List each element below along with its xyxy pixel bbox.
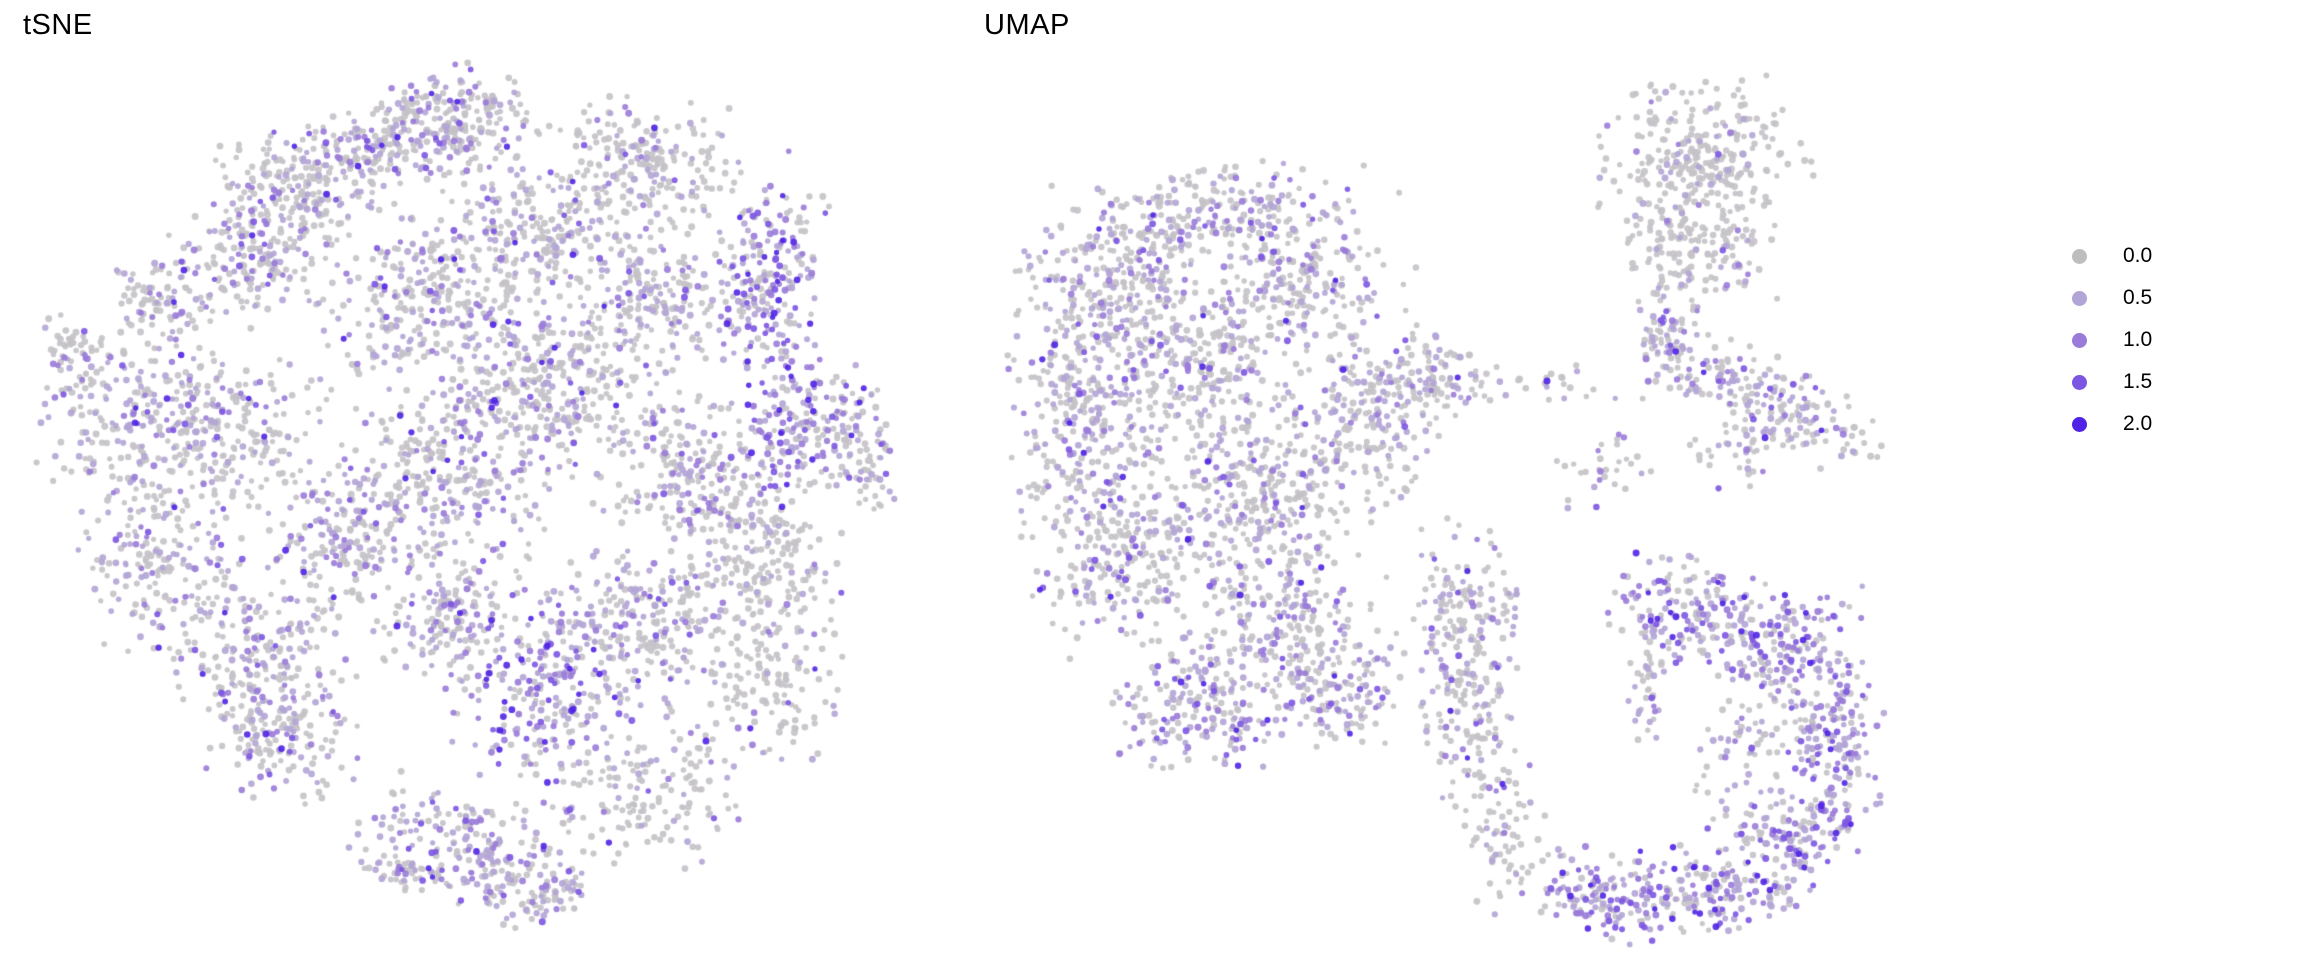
legend-item-0.0: 0.0 [2072, 235, 2152, 277]
panel-title-umap: UMAP [984, 9, 1070, 41]
legend-item-1.0: 1.0 [2072, 319, 2152, 361]
legend-item-2.0: 2.0 [2072, 403, 2152, 445]
legend-label: 2.0 [2123, 412, 2153, 435]
legend-swatch-icon [2072, 248, 2087, 264]
legend-item-0.5: 0.5 [2072, 277, 2152, 319]
legend-label: 1.5 [2123, 370, 2153, 393]
legend-label: 1.0 [2123, 328, 2153, 351]
legend-swatch-icon [2072, 374, 2087, 390]
legend-label: 0.0 [2123, 244, 2153, 267]
legend-swatch-icon [2072, 416, 2087, 432]
panel-title-tsne: tSNE [23, 9, 93, 41]
expression-legend: 0.0 0.5 1.0 1.5 2.0 [2072, 235, 2152, 445]
legend-label: 0.5 [2123, 286, 2153, 309]
legend-swatch-icon [2072, 290, 2087, 306]
legend-swatch-icon [2072, 332, 2087, 348]
legend-item-1.5: 1.5 [2072, 361, 2152, 403]
